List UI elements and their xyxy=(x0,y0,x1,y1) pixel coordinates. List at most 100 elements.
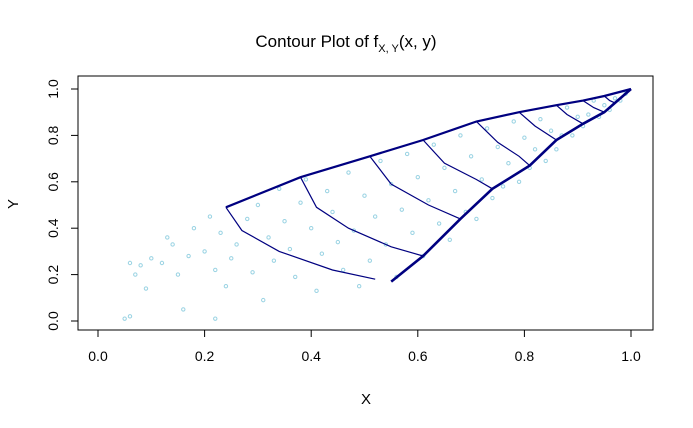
data-point xyxy=(484,126,490,131)
contour-line xyxy=(603,95,616,104)
data-point xyxy=(261,297,266,303)
data-point xyxy=(346,170,351,175)
data-point xyxy=(516,179,522,185)
x-tick-label: 0.0 xyxy=(88,348,108,364)
data-point xyxy=(319,251,325,256)
data-point xyxy=(218,230,223,236)
data-point xyxy=(138,263,143,268)
data-point xyxy=(399,207,405,212)
x-tick-label: 0.4 xyxy=(301,348,321,364)
data-point xyxy=(223,284,229,289)
data-point xyxy=(404,151,410,157)
data-point xyxy=(431,142,436,147)
data-point xyxy=(335,239,341,245)
data-point xyxy=(309,226,314,231)
data-point xyxy=(181,307,186,312)
data-point xyxy=(298,200,303,205)
data-point xyxy=(426,198,431,203)
data-point xyxy=(314,288,319,294)
x-tick-label: 0.8 xyxy=(515,348,535,364)
lower-boundary-contours xyxy=(390,88,632,283)
title-subscript: X, Y xyxy=(378,43,399,55)
data-point xyxy=(575,114,580,120)
title-suffix: (x, y) xyxy=(399,32,437,51)
data-point xyxy=(442,165,447,171)
data-point xyxy=(586,112,591,117)
data-point xyxy=(500,184,506,189)
data-point xyxy=(436,221,442,226)
data-point xyxy=(127,260,133,266)
data-point xyxy=(143,286,149,291)
data-point xyxy=(234,242,239,247)
data-point xyxy=(378,158,383,164)
data-point xyxy=(175,272,181,277)
points-layer xyxy=(122,91,628,321)
data-point xyxy=(458,133,463,138)
data-point xyxy=(564,105,570,110)
data-point xyxy=(165,235,170,240)
data-point xyxy=(213,316,218,321)
data-point xyxy=(351,228,357,233)
contour-line xyxy=(518,111,557,141)
y-axis-label: Y xyxy=(5,199,22,209)
contour-line xyxy=(556,104,584,125)
y-axis: 0.0 0.2 0.4 0.6 0.8 1.0 xyxy=(45,79,79,331)
data-point xyxy=(447,237,452,243)
data-point xyxy=(207,214,213,219)
data-point xyxy=(522,135,527,140)
data-point xyxy=(133,272,138,277)
x-tick-label: 1.0 xyxy=(621,348,641,364)
chart-title: Contour Plot of fX, Y(x, y) xyxy=(255,32,436,55)
y-tick-label: 1.0 xyxy=(45,79,61,99)
y-tick-label: 0.2 xyxy=(45,265,61,285)
x-tick-label: 0.2 xyxy=(195,348,215,364)
data-point xyxy=(410,230,415,236)
data-point xyxy=(506,161,511,166)
data-point xyxy=(282,219,287,224)
data-point xyxy=(266,235,271,240)
data-point xyxy=(191,226,197,231)
data-point xyxy=(479,177,484,182)
data-point xyxy=(490,195,495,201)
contours-layer xyxy=(225,87,632,283)
upper-boundary-contours xyxy=(225,87,632,209)
data-point xyxy=(511,119,516,124)
data-point xyxy=(372,214,378,219)
title-main: Contour Plot of f xyxy=(255,32,378,51)
data-point xyxy=(229,256,234,261)
data-point xyxy=(186,253,191,259)
data-point xyxy=(362,193,367,198)
contour-line xyxy=(422,139,493,190)
x-tick-label: 0.6 xyxy=(408,348,428,364)
data-point xyxy=(570,133,575,138)
data-point xyxy=(612,96,618,101)
data-point xyxy=(495,144,500,150)
data-point xyxy=(554,147,559,152)
data-point xyxy=(324,188,330,194)
data-point xyxy=(383,242,389,247)
data-point xyxy=(170,242,175,247)
data-point xyxy=(543,158,548,164)
data-point xyxy=(245,216,250,222)
data-point xyxy=(532,147,538,152)
data-point xyxy=(159,260,165,266)
data-point xyxy=(250,270,255,275)
data-point xyxy=(474,216,479,222)
data-point xyxy=(287,246,293,252)
contour-line xyxy=(299,176,424,257)
data-point xyxy=(202,249,207,254)
data-point xyxy=(356,284,362,289)
data-point xyxy=(538,116,543,122)
data-point xyxy=(122,316,127,321)
data-point xyxy=(271,258,277,263)
contour-line xyxy=(475,121,531,167)
y-tick-label: 0.0 xyxy=(45,311,61,331)
data-point xyxy=(468,154,474,159)
data-point xyxy=(602,103,607,108)
data-point xyxy=(548,128,554,133)
data-point xyxy=(127,314,133,319)
data-point xyxy=(213,267,218,273)
data-point xyxy=(452,188,458,194)
data-point xyxy=(255,202,261,208)
